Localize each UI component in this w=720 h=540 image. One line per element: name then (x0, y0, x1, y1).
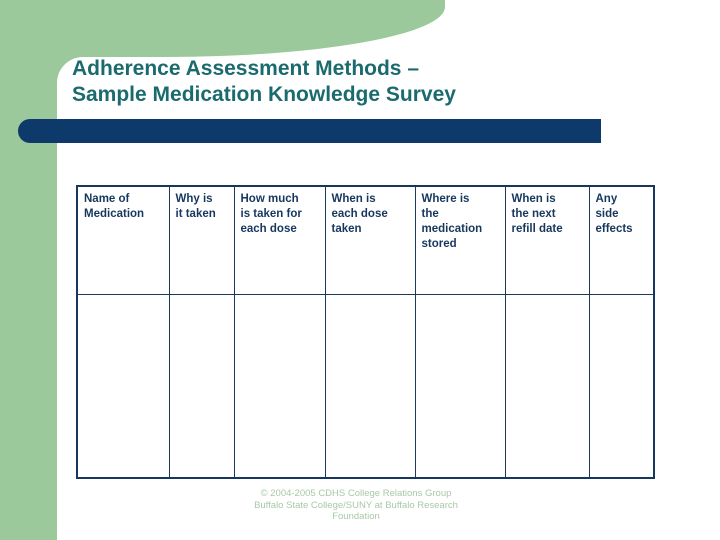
table-cell-empty (414, 293, 506, 479)
accent-bar (18, 119, 601, 143)
survey-table: Name of Medication Why is it taken How m… (76, 185, 655, 479)
table-cell-empty (76, 293, 170, 479)
table-cell-empty (324, 293, 416, 479)
table-cell-empty (168, 293, 235, 479)
header-next-refill-date: When is the next refill date (504, 185, 590, 295)
header-how-much-per-dose: How much is taken for each dose (233, 185, 326, 295)
table-body-row (76, 293, 655, 479)
slide-title: Adherence Assessment Methods – Sample Me… (72, 56, 456, 108)
table-cell-empty (588, 293, 655, 479)
footer-line3: Foundation (332, 511, 380, 522)
table-cell-empty (504, 293, 590, 479)
header-where-stored: Where is the medication stored (414, 185, 506, 295)
table-cell-empty (233, 293, 326, 479)
table-header-row: Name of Medication Why is it taken How m… (76, 185, 655, 295)
header-any-side-effects: Any side effects (588, 185, 655, 295)
green-top-band (0, 0, 445, 57)
footer-line1: © 2004-2005 CDHS College Relations Group (260, 488, 452, 499)
header-when-is-dose-taken: When is each dose taken (324, 185, 416, 295)
slide-title-line1: Adherence Assessment Methods – (72, 57, 420, 80)
header-name-of-medication: Name of Medication (76, 185, 170, 295)
header-why-is-it-taken: Why is it taken (168, 185, 235, 295)
slide-title-line2: Sample Medication Knowledge Survey (72, 83, 456, 106)
footer-credit: © 2004-2005 CDHS College Relations Group… (60, 488, 652, 523)
footer-line2: Buffalo State College/SUNY at Buffalo Re… (254, 499, 458, 511)
